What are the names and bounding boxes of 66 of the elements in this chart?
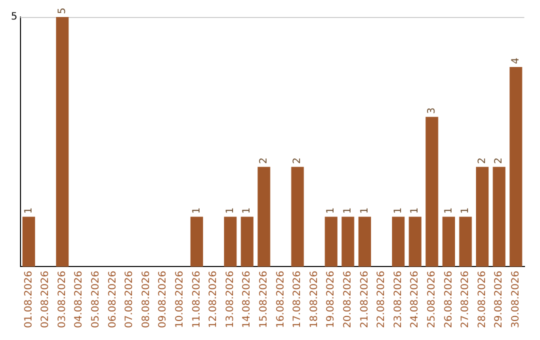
x-tick-label: 10.08.2026 xyxy=(174,270,186,328)
bar xyxy=(408,216,422,267)
x-tick-label: 19.08.2026 xyxy=(326,270,337,328)
data-label: 1 xyxy=(460,207,472,214)
data-label: 2 xyxy=(292,157,304,164)
data-label: 2 xyxy=(494,157,505,164)
x-tick-label: 15.08.2026 xyxy=(258,270,270,328)
bar xyxy=(22,216,36,267)
data-label: 1 xyxy=(410,207,421,214)
bar xyxy=(442,216,456,267)
bar xyxy=(240,216,254,267)
data-label: 1 xyxy=(242,207,253,214)
bar xyxy=(324,216,338,267)
data-label: 1 xyxy=(392,207,404,214)
x-tick-label: 06.08.2026 xyxy=(107,270,118,328)
bar xyxy=(459,216,472,267)
x-tick-label: 27.08.2026 xyxy=(460,270,472,328)
x-tick-label: 08.08.2026 xyxy=(140,270,152,328)
bar xyxy=(510,66,522,267)
data-label: 2 xyxy=(476,157,488,164)
data-label: 1 xyxy=(224,207,236,214)
x-tick-label: 03.08.2026 xyxy=(56,270,68,328)
x-tick-label: 13.08.2026 xyxy=(224,270,236,328)
data-label: 1 xyxy=(342,207,354,214)
data-label: 1 xyxy=(326,207,337,214)
x-tick-label: 25.08.2026 xyxy=(426,270,438,328)
x-tick-label: 05.08.2026 xyxy=(90,270,102,328)
x-tick-label: 09.08.2026 xyxy=(158,270,169,328)
x-tick-label: 01.08.2026 xyxy=(23,270,34,328)
x-tick-label: 24.08.2026 xyxy=(410,270,421,328)
x-tick-label: 18.08.2026 xyxy=(308,270,320,328)
x-tick-label: 02.08.2026 xyxy=(40,270,52,328)
x-tick-label: 26.08.2026 xyxy=(443,270,454,328)
data-label: 2 xyxy=(258,157,270,164)
x-tick-label: 04.08.2026 xyxy=(74,270,85,328)
data-label: 3 xyxy=(426,108,438,114)
data-label: 1 xyxy=(359,207,370,214)
data-label: 1 xyxy=(23,207,34,214)
bar xyxy=(492,166,506,267)
bar xyxy=(224,216,237,267)
bar xyxy=(190,216,204,267)
bar xyxy=(426,116,438,267)
x-tick-label: 22.08.2026 xyxy=(376,270,388,328)
x-tick-label: 29.08.2026 xyxy=(494,270,505,328)
data-label: 4 xyxy=(510,58,522,64)
x-tick-label: 14.08.2026 xyxy=(242,270,253,328)
bar xyxy=(476,166,489,267)
x-tick-label: 20.08.2026 xyxy=(342,270,354,328)
x-tick-label: 30.08.2026 xyxy=(510,270,522,328)
data-label: 5 xyxy=(56,8,68,14)
x-tick-label: 17.08.2026 xyxy=(292,270,304,328)
bar xyxy=(342,216,354,267)
bar xyxy=(392,216,405,267)
bar xyxy=(358,216,372,267)
x-tick-label: 12.08.2026 xyxy=(208,270,220,328)
bar xyxy=(258,166,270,267)
bar xyxy=(56,17,69,267)
x-tick-label: 28.08.2026 xyxy=(476,270,488,328)
x-tick-label: 11.08.2026 xyxy=(191,270,202,328)
bar xyxy=(291,166,304,267)
x-tick-label: 16.08.2026 xyxy=(275,270,286,328)
data-label: 1 xyxy=(191,207,202,214)
x-tick-label: 07.08.2026 xyxy=(124,270,136,328)
data-label: 1 xyxy=(443,207,454,214)
x-tick-label: 21.08.2026 xyxy=(359,270,370,328)
x-tick-label: 23.08.2026 xyxy=(392,270,404,328)
